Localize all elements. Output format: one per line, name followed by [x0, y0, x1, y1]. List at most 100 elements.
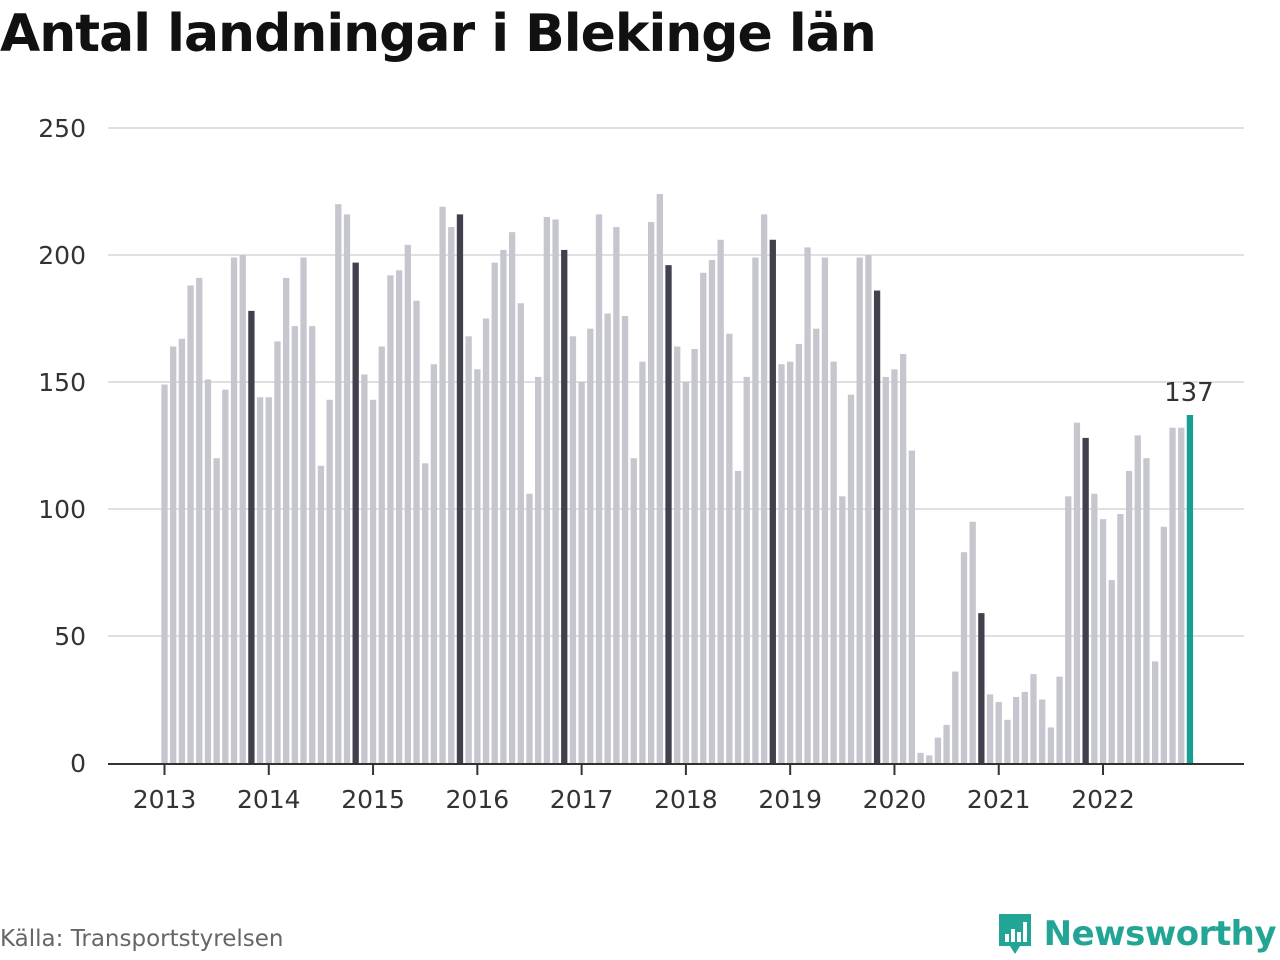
bar [465, 336, 472, 763]
bar [170, 346, 177, 763]
bar [196, 277, 203, 763]
bar [665, 265, 672, 763]
bar [804, 247, 811, 763]
bar [456, 214, 464, 764]
bar-chart: 0 50 100 150 200 250 2013 2014 2015 2016 2017 2018… [38, 114, 1244, 814]
bar [674, 346, 681, 763]
bar [995, 702, 1002, 763]
y-tick-label: 0 [70, 749, 86, 778]
x-tick-label: 2016 [446, 785, 510, 814]
x-tick-label: 2017 [550, 785, 614, 814]
bar [352, 262, 359, 763]
x-tick-label: 2021 [967, 785, 1031, 814]
bar [1065, 496, 1072, 763]
bar [926, 755, 933, 763]
bar [482, 318, 490, 763]
bar [1012, 696, 1020, 763]
bar [960, 552, 968, 763]
bar [474, 369, 481, 763]
bar [1152, 661, 1159, 763]
bar [569, 336, 577, 763]
bar [491, 262, 498, 763]
bar [361, 374, 368, 763]
x-tick-label: 2019 [758, 785, 822, 814]
x-axis: 2013 2014 2015 2016 2017 2018 2019 2020 2021 2022 [108, 763, 1244, 814]
bar [578, 382, 585, 763]
x-tick-label: 2014 [237, 785, 301, 814]
bar [839, 496, 846, 763]
bar [986, 694, 994, 763]
newsworthy-logo-icon [998, 914, 1031, 954]
bar [882, 376, 889, 763]
bar [1082, 437, 1089, 763]
bar [1030, 674, 1037, 763]
bar [1073, 422, 1081, 763]
bar [326, 399, 333, 763]
bar [734, 470, 742, 763]
bar [448, 227, 455, 763]
bar [943, 724, 950, 763]
bar [717, 239, 724, 763]
bar [700, 272, 707, 763]
bar [1169, 427, 1176, 763]
bar [969, 521, 976, 763]
bar [387, 275, 394, 763]
bar [552, 219, 559, 763]
bar [656, 194, 663, 764]
bar [1125, 470, 1133, 763]
bar [378, 346, 385, 763]
bar [422, 463, 429, 763]
bar [335, 204, 342, 763]
x-tick-label: 2022 [1071, 785, 1135, 814]
bar [535, 376, 542, 763]
bar [691, 348, 698, 763]
bar [500, 249, 507, 764]
bar [439, 206, 446, 764]
bar [978, 613, 985, 763]
bars [161, 194, 1194, 764]
bar [1039, 699, 1046, 763]
bar [1178, 427, 1185, 763]
y-tick-label: 250 [38, 114, 86, 143]
bar [1047, 727, 1055, 763]
bar [900, 354, 907, 763]
bar [187, 285, 194, 763]
bar [917, 752, 924, 763]
bar [908, 450, 915, 763]
bar [795, 343, 803, 763]
bar [283, 277, 290, 763]
bar [239, 255, 246, 763]
bar [1186, 415, 1194, 763]
bar [395, 270, 403, 763]
bar [604, 313, 611, 763]
bar [1117, 514, 1124, 763]
bar [1004, 719, 1011, 763]
bar [952, 671, 959, 763]
bar [587, 328, 594, 763]
bar [369, 399, 377, 763]
bar [291, 326, 298, 763]
x-tick-label: 2018 [654, 785, 718, 814]
bar [204, 379, 212, 763]
bar [517, 303, 524, 763]
bar [682, 382, 690, 763]
bar [865, 255, 872, 763]
bar [856, 257, 863, 763]
bar [769, 239, 776, 763]
bar [1108, 580, 1115, 763]
bar [778, 364, 785, 763]
bar [256, 397, 264, 763]
brand-logo: Newsworthy [996, 910, 1277, 958]
bar [230, 257, 238, 763]
bar [1091, 493, 1098, 763]
y-tick-label: 150 [38, 368, 86, 397]
bar [526, 493, 533, 763]
y-axis: 0 50 100 150 200 250 [38, 114, 86, 778]
bar [595, 214, 603, 764]
bar [1134, 435, 1141, 763]
bar [508, 232, 516, 763]
bar [213, 458, 220, 763]
bar [1056, 676, 1063, 763]
bar [413, 300, 420, 763]
bar [830, 361, 837, 763]
